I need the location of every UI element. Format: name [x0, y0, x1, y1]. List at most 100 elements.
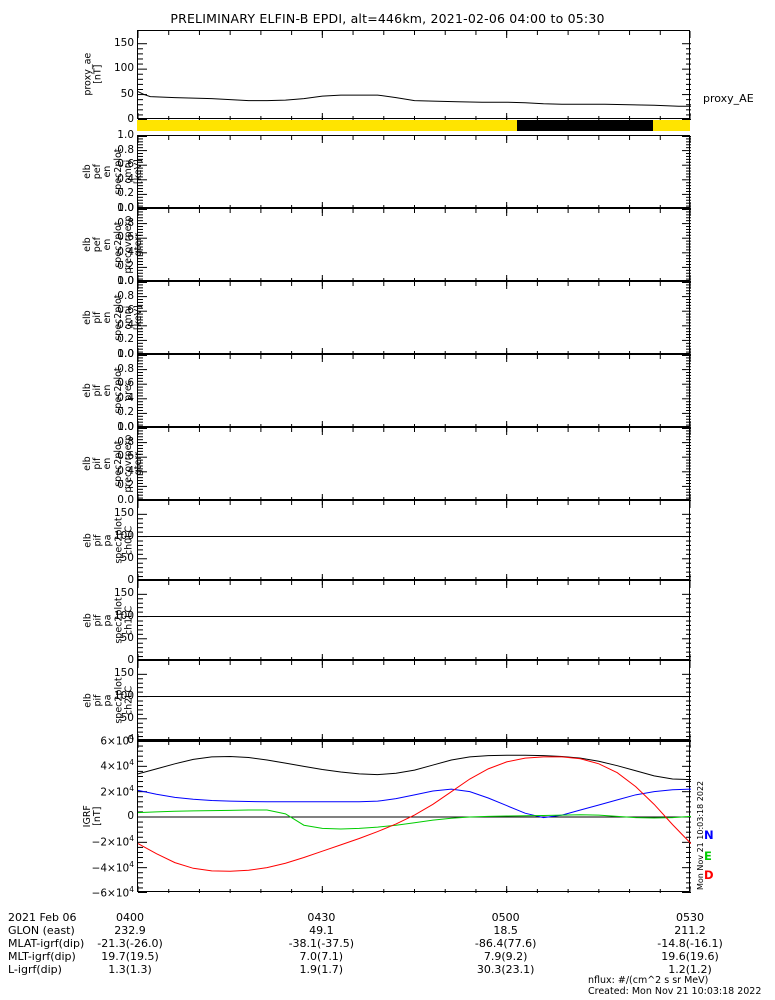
ytick-elb-pef-en-spec2plot-omni-4: 0.2 [117, 187, 134, 200]
right-label-proxy-ae: proxy_AE [703, 92, 754, 105]
footer-value-r3-c2: 7.9(9.2) [483, 950, 528, 963]
ytick-elb-pif-pa-spec2plot-ch0lc-2: 50 [120, 551, 134, 564]
ytick-elb-pef-en-spec2plot-precovrperp-gterr-3: 0.4 [117, 245, 134, 258]
series-layer-proxy-ae [138, 91, 691, 107]
footer-value-r0-c2: 0500 [491, 911, 520, 924]
created-timestamp-vertical: Mon Nov 21 10:03:18 2022 [696, 780, 705, 890]
panel-elb-pif-en-spec2plot-omni [137, 281, 691, 355]
panel-elb-pef-en-spec2plot-omni [137, 135, 691, 209]
footer-created: Created: Mon Nov 21 10:03:18 2022 [588, 986, 762, 997]
ytick-elb-pif-en-spec2plot-omni-5: 0.0 [117, 348, 134, 360]
ytick-elb-pif-pa-spec2plot-ch2lc-3: 0 [127, 734, 134, 746]
series-B_total [138, 754, 691, 781]
footer-value-r2-c2: -86.4(77.6) [474, 937, 537, 950]
ytick-elb-pif-pa-spec2plot-ch0lc-3: 0 [127, 574, 134, 586]
ytick-elb-pef-en-spec2plot-precovrperp-gterr-2: 0.6 [117, 231, 134, 244]
panel-igrf [137, 740, 691, 893]
legend-item-D: D [704, 868, 714, 882]
footer-value-r4-c3: 1.2(1.2) [668, 963, 712, 976]
footer-notes: nflux: #/(cm^2 s sr MeV) Created: Mon Nov… [588, 975, 761, 997]
footer-value-r4-c0: 1.3(1.3) [108, 963, 152, 976]
ytick-elb-pef-en-spec2plot-omni-5: 0.0 [117, 202, 134, 214]
ytick-elb-pif-en-spec2plot-omni-4: 0.2 [117, 333, 134, 346]
legend-item-N: N [704, 828, 714, 842]
ytick-elb-pef-en-spec2plot-precovrperp-gterr-1: 0.8 [117, 216, 134, 229]
ytick-elb-pif-en-spec2plot-precovrperp-gterr-3: 0.4 [117, 464, 134, 477]
ytick-elb-pif-pa-spec2plot-ch1lc-1: 100 [113, 609, 134, 622]
ytick-elb-pif-pa-spec2plot-ch0lc-1: 100 [113, 529, 134, 542]
panel-elb-pef-en-spec2plot-precovrperp-gterr [137, 208, 691, 282]
ytick-elb-pef-en-spec2plot-precovrperp-gterr-0: 1.0 [117, 202, 134, 214]
ytick-elb-pef-en-spec2plot-omni-1: 0.8 [117, 143, 134, 156]
ytick-elb-pif-en-spec2plot-omni-0: 1.0 [117, 275, 134, 287]
series-E [138, 809, 691, 830]
footer-value-r1-c2: 18.5 [493, 924, 518, 937]
ytick-elb-pif-pa-spec2plot-ch2lc-1: 100 [113, 689, 134, 702]
ytick-elb-pef-en-spec2plot-omni-3: 0.4 [117, 172, 134, 185]
ytick-elb-pif-pa-spec2plot-ch2lc-0: 150 [113, 667, 134, 680]
panel-elb-pif-pa-spec2plot-ch1lc [137, 580, 691, 661]
panel-ticks-elb-pef-en-spec2plot-omni [138, 136, 691, 209]
ytick-elb-pif-en-spec2plot-prec-2: 0.6 [117, 377, 134, 390]
ytick-elb-pif-pa-spec2plot-ch1lc-3: 0 [127, 654, 134, 666]
footer-value-r3-c1: 7.0(7.1) [299, 950, 344, 963]
ytick-elb-pif-en-spec2plot-precovrperp-gterr-4: 0.2 [117, 479, 134, 492]
ytick-proxy-ae-1: 100 [113, 62, 134, 75]
ytick-elb-pif-en-spec2plot-prec-1: 0.8 [117, 362, 134, 375]
ytick-elb-pif-en-spec2plot-precovrperp-gterr-0: 1.0 [117, 421, 134, 433]
ytick-elb-pif-pa-spec2plot-ch2lc-2: 50 [120, 711, 134, 724]
ytick-elb-pif-en-spec2plot-precovrperp-gterr-1: 0.8 [117, 435, 134, 448]
ytick-elb-pef-en-spec2plot-omni-0: 1.0 [117, 129, 134, 141]
ytick-igrf-3: 0 [127, 810, 134, 822]
ytick-elb-pef-en-spec2plot-precovrperp-gterr-5: 0.0 [117, 275, 134, 287]
panel-proxy-ae [137, 30, 691, 120]
footer-value-r1-c3: 211.2 [674, 924, 706, 937]
footer-value-r3-c0: 19.7(19.5) [101, 950, 159, 963]
ytick-proxy-ae-0: 150 [113, 36, 134, 49]
series-D [138, 756, 691, 872]
ytick-igrf-6: −6×104 [91, 884, 134, 900]
ytick-elb-pef-en-spec2plot-precovrperp-gterr-4: 0.2 [117, 260, 134, 273]
footer-nflux: nflux: #/(cm^2 s sr MeV) [588, 975, 709, 986]
footer-label-1: GLON (east) [8, 924, 75, 937]
ae-state-bar-yellow [137, 120, 690, 131]
ytick-elb-pif-en-spec2plot-prec-3: 0.4 [117, 391, 134, 404]
footer-value-r2-c3: -14.8(-16.1) [657, 937, 723, 950]
panel-ticks-igrf [138, 741, 691, 893]
footer-label-3: MLT-igrf(dip) [8, 950, 76, 963]
series-proxy_AE [138, 91, 691, 107]
panel-ticks-elb-pif-en-spec2plot-omni [138, 282, 691, 355]
footer-value-r1-c1: 49.1 [309, 924, 334, 937]
footer-value-r4-c2: 30.3(23.1) [476, 963, 535, 976]
panel-elb-pif-pa-spec2plot-ch2lc [137, 660, 691, 741]
footer-value-r3-c3: 19.6(19.6) [661, 950, 719, 963]
ae-state-bar-black [517, 120, 653, 131]
footer-value-r0-c3: 0530 [676, 911, 704, 924]
ytick-elb-pif-en-spec2plot-omni-3: 0.4 [117, 318, 134, 331]
ytick-elb-pif-en-spec2plot-omni-2: 0.6 [117, 304, 134, 317]
panel-elb-pif-en-spec2plot-prec [137, 354, 691, 428]
series-N [138, 788, 691, 819]
legend-item-E: E [704, 849, 712, 863]
footer-label-4: L-igrf(dip) [8, 963, 62, 976]
page-title: PRELIMINARY ELFIN-B EPDI, alt=446km, 202… [170, 11, 605, 26]
ytick-elb-pif-en-spec2plot-prec-0: 1.0 [117, 348, 134, 360]
ytick-proxy-ae-3: 0 [127, 113, 134, 125]
ytick-igrf-1: 4×104 [100, 758, 134, 773]
ytick-elb-pif-en-spec2plot-omni-1: 0.8 [117, 289, 134, 302]
ytick-elb-pif-pa-spec2plot-ch0lc-0: 150 [113, 507, 134, 520]
panel-ticks-elb-pif-pa-spec2plot-ch1lc [138, 581, 691, 661]
footer-value-r0-c1: 0430 [307, 911, 336, 924]
ytick-igrf-0: 6×104 [100, 732, 134, 748]
ytick-elb-pif-en-spec2plot-prec-5: 0.0 [117, 421, 134, 433]
ytick-proxy-ae-2: 50 [120, 87, 134, 100]
panel-ticks-elb-pif-pa-spec2plot-ch2lc [138, 661, 691, 741]
panel-elb-pif-en-spec2plot-precovrperp-gterr [137, 427, 691, 501]
ytick-elb-pif-en-spec2plot-prec-4: 0.2 [117, 406, 134, 419]
ytick-igrf-4: −2×104 [91, 834, 134, 849]
panel-ticks-elb-pef-en-spec2plot-precovrperp-gterr [138, 209, 691, 282]
footer-value-r4-c1: 1.9(1.7) [299, 963, 344, 976]
panel-elb-pif-pa-spec2plot-ch0lc [137, 500, 691, 581]
footer-value-r2-c0: -21.3(-26.0) [97, 937, 163, 950]
